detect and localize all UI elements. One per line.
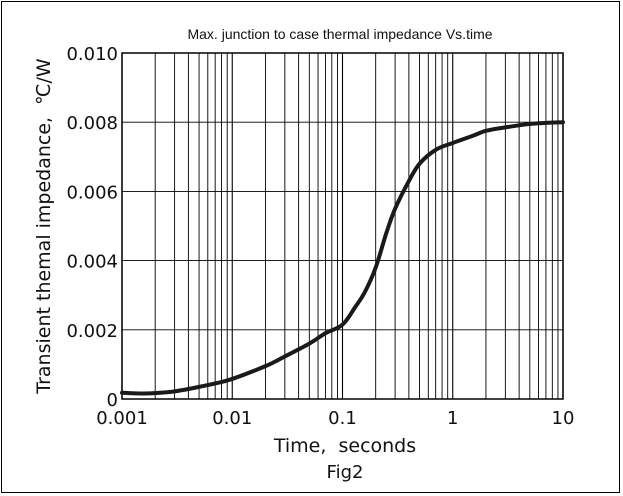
x-tick-label: 10: [552, 408, 575, 429]
y-tick-label: 0.004: [66, 252, 118, 273]
x-axis-label: Time, seconds: [273, 435, 416, 457]
x-tick-label: 0.001: [96, 408, 148, 429]
series-layer: [120, 120, 565, 396]
x-tick-label: 0.01: [212, 408, 252, 429]
grid: [121, 52, 564, 400]
x-axis-ticks: 0.001 0.01 0.1 1 10: [96, 408, 574, 429]
x-tick-label: 0.1: [328, 408, 357, 429]
plot-area-border: [121, 52, 564, 400]
y-axis-ticks: 0 0.002 0.004 0.006 0.008 0.010: [66, 44, 118, 411]
y-tick-label: 0.010: [66, 44, 118, 65]
y-tick-label: 0.006: [66, 182, 118, 203]
y-tick-label: 0.002: [66, 321, 118, 342]
y-tick-label: 0: [107, 390, 118, 411]
x-tick-label: 1: [447, 408, 458, 429]
y-axis-label: Transient themal impedance, ℃/W: [33, 58, 55, 395]
figure-caption: Fig2: [327, 462, 364, 483]
series-line: [120, 120, 565, 396]
y-tick-label: 0.008: [66, 113, 118, 134]
chart-title: Max. junction to case thermal impedance …: [187, 26, 492, 42]
